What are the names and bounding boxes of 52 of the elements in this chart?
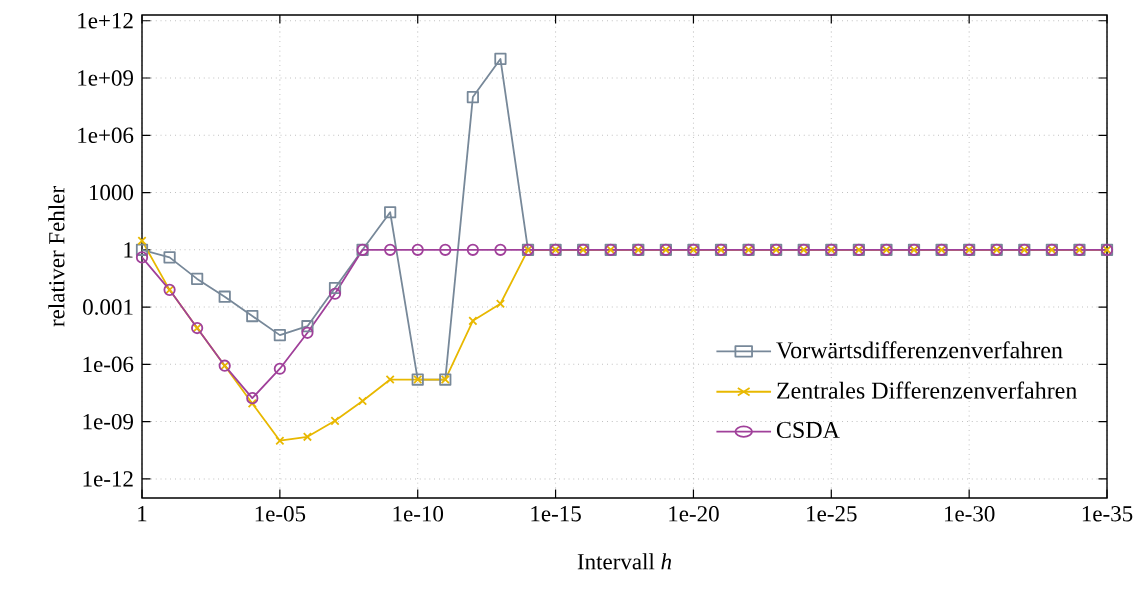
point	[301, 326, 314, 339]
x-tick-label: 1e-05	[255, 506, 306, 522]
x-tick-label: 1e-20	[669, 506, 719, 522]
point	[163, 251, 176, 264]
x-tick-label: 1e-10	[393, 506, 444, 522]
point	[273, 329, 286, 342]
point	[384, 243, 397, 256]
point	[468, 316, 478, 326]
y-axis-title: relativer Fehler	[48, 186, 65, 327]
point	[246, 309, 259, 323]
point	[273, 362, 286, 375]
point	[328, 281, 342, 295]
point	[411, 243, 424, 256]
point	[135, 251, 149, 264]
point	[466, 91, 479, 104]
point	[466, 243, 479, 256]
point	[302, 432, 313, 442]
point	[358, 396, 368, 406]
x-tick-label: 1e-25	[807, 506, 857, 522]
y-tick-label: 1	[124, 242, 133, 258]
point	[494, 52, 507, 66]
point	[246, 392, 259, 405]
point	[439, 243, 452, 256]
y-tick-label: 1e+12	[78, 13, 133, 29]
x-axis-title: Intervall h	[577, 553, 672, 570]
legend-label: CSDA	[776, 421, 840, 439]
point	[137, 236, 147, 246]
x-tick-label: 1e-15	[531, 506, 581, 522]
point	[247, 398, 257, 408]
y-tick-label: 0.001	[83, 299, 133, 315]
point	[218, 290, 231, 303]
point	[494, 243, 507, 256]
y-tick-label: 1e-09	[83, 413, 133, 430]
point	[495, 299, 506, 309]
legend-label: Zentrales Differenzenverfahren	[777, 381, 1077, 399]
y-tick-label: 1e+09	[78, 70, 133, 86]
point	[275, 436, 285, 446]
point	[330, 416, 340, 426]
y-tick-label: 1000	[89, 184, 134, 201]
point	[191, 272, 204, 285]
y-tick-label: 1e-06	[83, 356, 134, 373]
x-tick-label: 1	[138, 506, 147, 522]
point	[135, 243, 149, 256]
point	[301, 320, 314, 333]
point	[328, 287, 342, 300]
y-tick-label: 1e-12	[83, 471, 133, 487]
point	[385, 374, 395, 385]
x-tick-label: 1e-35	[1082, 506, 1133, 522]
x-tick-label: 1e-30	[944, 506, 995, 522]
point	[384, 206, 397, 219]
legend-label: Vorwärtsdifferenzenverfahren	[776, 341, 1063, 359]
y-tick-label: 1e+06	[78, 127, 134, 144]
